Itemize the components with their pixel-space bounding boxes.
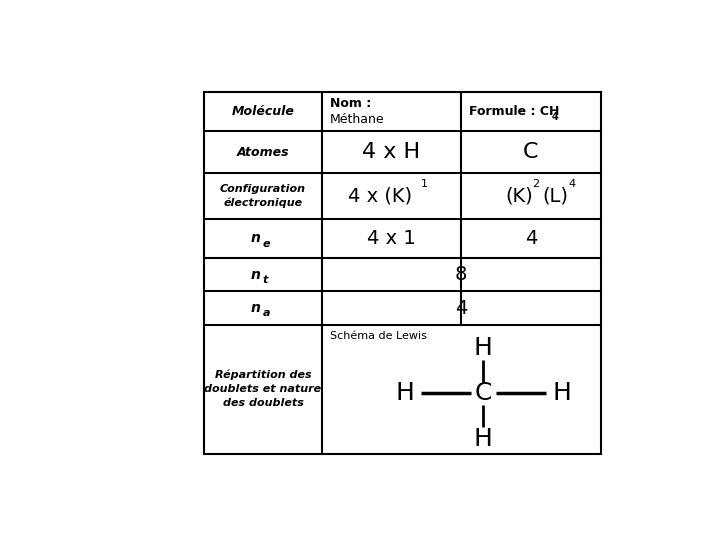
Text: 4 x 1: 4 x 1 [367, 229, 415, 248]
Text: a: a [263, 308, 271, 319]
Text: Méthane: Méthane [330, 112, 384, 126]
Text: Schéma de Lewis: Schéma de Lewis [330, 331, 427, 341]
Text: H: H [552, 381, 571, 406]
Text: (K): (K) [505, 186, 534, 205]
Text: 4: 4 [525, 229, 537, 248]
Text: 4: 4 [552, 112, 559, 122]
Text: 2: 2 [533, 179, 539, 189]
Text: Formule : CH: Formule : CH [469, 105, 560, 118]
Text: n: n [251, 301, 260, 315]
Text: 4: 4 [569, 179, 576, 189]
Text: n: n [251, 268, 260, 282]
Text: 8: 8 [455, 265, 467, 284]
Text: 4 x (K): 4 x (K) [348, 186, 413, 205]
Text: e: e [263, 239, 271, 249]
Text: 4 x H: 4 x H [362, 142, 420, 162]
Text: n: n [251, 232, 260, 245]
Text: H: H [474, 335, 492, 360]
Text: (L): (L) [542, 186, 568, 205]
Text: 1: 1 [420, 179, 428, 189]
Text: Nom :: Nom : [330, 97, 372, 110]
Text: C: C [474, 381, 492, 406]
Text: H: H [474, 427, 492, 451]
Text: Configuration
électronique: Configuration électronique [220, 184, 306, 208]
Text: 4: 4 [455, 299, 467, 318]
Text: Atomes: Atomes [237, 146, 289, 159]
Text: Molécule: Molécule [232, 105, 294, 118]
Text: Répartition des
doublets et nature
des doublets: Répartition des doublets et nature des d… [204, 370, 322, 408]
Text: C: C [523, 142, 539, 162]
Text: t: t [263, 275, 269, 285]
Text: H: H [396, 381, 415, 406]
